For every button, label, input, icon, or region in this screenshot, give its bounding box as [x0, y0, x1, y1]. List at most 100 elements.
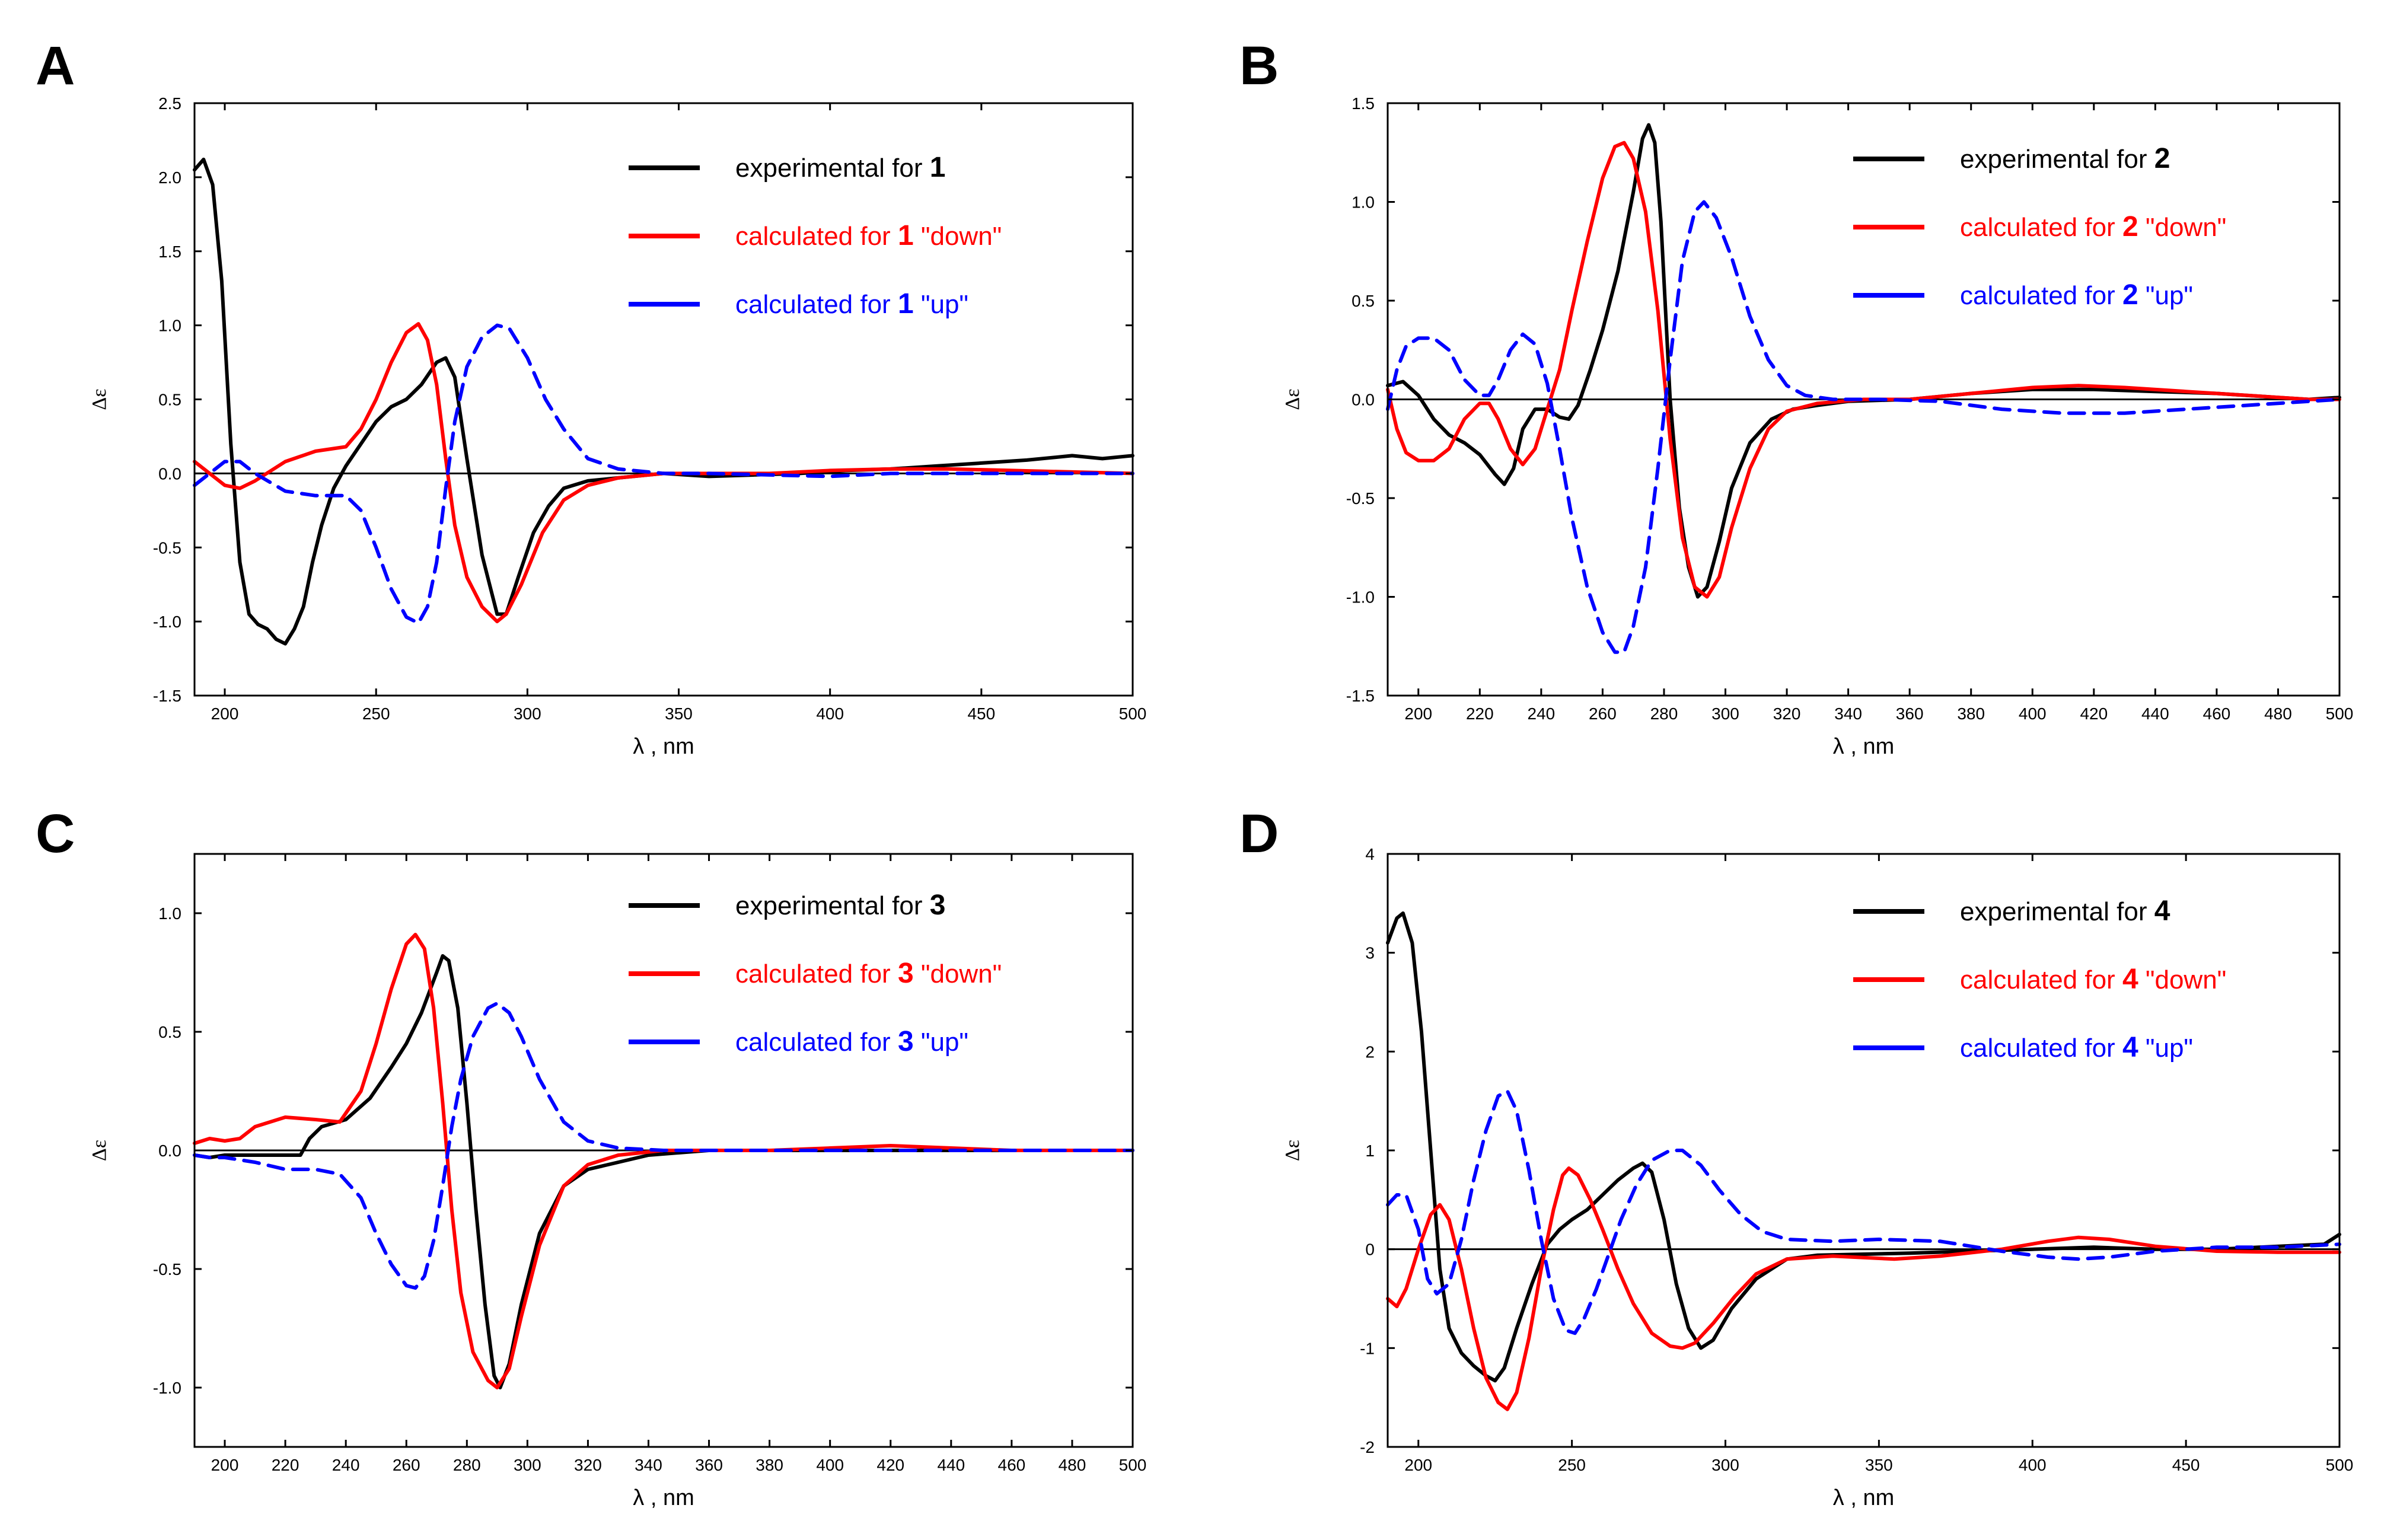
y-tick-label: -1.5 [1346, 687, 1375, 705]
y-axis-label: Δε [88, 1140, 110, 1161]
x-tick-label: 420 [2080, 704, 2108, 723]
x-tick-label: 440 [2141, 704, 2169, 723]
legend-entry-suffix: "up" [2138, 1034, 2193, 1063]
y-axis-label: Δε [1282, 388, 1303, 410]
legend-entry-suffix: "down" [2138, 213, 2227, 242]
y-tick-label: 2.0 [158, 168, 181, 187]
x-tick-label: 200 [1404, 704, 1432, 723]
legend-entry: calculated for 4 "down" [1960, 964, 2226, 995]
x-tick-label: 220 [272, 1456, 299, 1474]
x-tick-label: 480 [2264, 704, 2292, 723]
x-tick-label: 500 [2326, 704, 2354, 723]
x-tick-label: 450 [967, 704, 995, 723]
legend-entry-text: calculated for [735, 1028, 898, 1057]
x-tick-label: 480 [1059, 1456, 1086, 1474]
x-tick-label: 340 [1834, 704, 1862, 723]
legend-entry-text: experimental for [735, 154, 930, 183]
x-tick-label: 450 [2172, 1456, 2200, 1474]
y-tick-label: 1.0 [1352, 193, 1375, 212]
legend-entry-suffix: "up" [914, 290, 968, 319]
legend-entry: experimental for 1 [735, 152, 945, 183]
legend-entry: experimental for 2 [1960, 143, 2170, 174]
legend-entry-suffix: "up" [2138, 281, 2193, 310]
y-tick-label: 0.0 [158, 1142, 181, 1160]
legend-entry: experimental for 3 [735, 889, 945, 921]
y-tick-label: 0.0 [158, 464, 181, 483]
legend-entry-text: calculated for [735, 959, 898, 989]
x-tick-label: 460 [2203, 704, 2231, 723]
legend-entry: calculated for 3 "up" [735, 1026, 968, 1057]
y-tick-label: 0.5 [1352, 292, 1375, 310]
x-tick-label: 260 [393, 1456, 420, 1474]
legend-entry: calculated for 2 "down" [1960, 211, 2226, 243]
legend-entry-text: experimental for [1960, 145, 2154, 174]
x-tick-label: 220 [1466, 704, 1494, 723]
legend-entry-number: 3 [898, 958, 914, 989]
legend-entry-number: 3 [930, 889, 946, 921]
legend-entry: calculated for 4 "up" [1960, 1032, 2193, 1063]
y-tick-label: 3 [1365, 944, 1375, 962]
panel-label-c: C [36, 804, 75, 864]
x-axis-label: λ , nm [1833, 1485, 1894, 1510]
x-tick-label: 300 [1711, 704, 1739, 723]
y-axis-label: Δε [1282, 1140, 1303, 1161]
x-tick-label: 500 [2326, 1456, 2354, 1474]
y-tick-label: 1 [1365, 1142, 1375, 1160]
x-tick-label: 320 [1773, 704, 1801, 723]
legend-entry-number: 4 [2154, 895, 2170, 927]
legend-entry-number: 2 [2122, 211, 2138, 243]
panel-label-d: D [1239, 804, 1279, 864]
series-line-a-up [193, 323, 1134, 625]
panel-c: C 200 220 240 260 280 300 320 340 360 380 400 420 440… [36, 804, 1146, 1510]
y-tick-label: 4 [1365, 845, 1375, 863]
y-tick-label: -1 [1360, 1339, 1375, 1357]
legend-entry: calculated for 1 "up" [735, 288, 968, 320]
x-tick-label: 280 [453, 1456, 481, 1474]
x-tick-label: 360 [1896, 704, 1924, 723]
x-tick-label: 500 [1119, 704, 1147, 723]
x-tick-label: 440 [937, 1456, 965, 1474]
y-tick-label: 1.0 [158, 904, 181, 923]
x-tick-label: 250 [1558, 1456, 1586, 1474]
y-tick-label: -1.0 [153, 613, 181, 631]
y-tick-label: -0.5 [1346, 489, 1375, 508]
x-tick-label: 380 [756, 1456, 783, 1474]
legend-entry-text: calculated for [1960, 281, 2122, 310]
y-tick-label: -2 [1360, 1438, 1375, 1456]
y-tick-label: 1.5 [1352, 94, 1375, 113]
y-tick-label: 1.0 [158, 317, 181, 335]
x-tick-label: 200 [1404, 1456, 1432, 1474]
x-tick-label: 340 [635, 1456, 662, 1474]
x-tick-label: 400 [2019, 704, 2047, 723]
y-tick-label: 2 [1365, 1042, 1375, 1061]
x-tick-label: 300 [1711, 1456, 1739, 1474]
series-line-b-up [1386, 200, 2341, 654]
legend-entry: experimental for 4 [1960, 895, 2170, 927]
series-line-b-down [1386, 141, 2341, 599]
panel-d: D 200 250 300 350 400 450 500 -2 -1 0 1 2 3 4 λ , nm Δε e… [1239, 804, 2353, 1510]
legend-entry-number: 1 [898, 288, 914, 320]
y-tick-label: -1.0 [153, 1379, 181, 1397]
panel-a: A 200 250 300 350 400 450 500 -1.5 -1.0 -0.5 0.0 0.5… [36, 36, 1146, 759]
legend-entry-text: calculated for [735, 222, 898, 251]
legend-entry-number: 3 [898, 1026, 914, 1057]
panel-b: B 200 220 240 260 280 300 320 340 360 380 400 420 440… [1239, 36, 2353, 759]
legend-entry-text: experimental for [1960, 897, 2154, 926]
x-tick-label: 280 [1650, 704, 1678, 723]
x-tick-label: 350 [1865, 1456, 1893, 1474]
legend-entry-text: experimental for [735, 891, 930, 920]
legend-entry-text: calculated for [1960, 213, 2122, 242]
x-axis-label: λ , nm [633, 734, 694, 759]
y-tick-label: 2.5 [158, 94, 181, 113]
x-tick-label: 200 [211, 704, 239, 723]
x-tick-label: 260 [1589, 704, 1617, 723]
legend-entry-suffix: "down" [2138, 965, 2227, 994]
x-tick-label: 320 [574, 1456, 602, 1474]
x-tick-label: 250 [362, 704, 390, 723]
legend-entry-text: calculated for [1960, 965, 2122, 994]
legend-entry-number: 2 [2122, 279, 2138, 311]
legend-entry: calculated for 3 "down" [735, 958, 1002, 989]
